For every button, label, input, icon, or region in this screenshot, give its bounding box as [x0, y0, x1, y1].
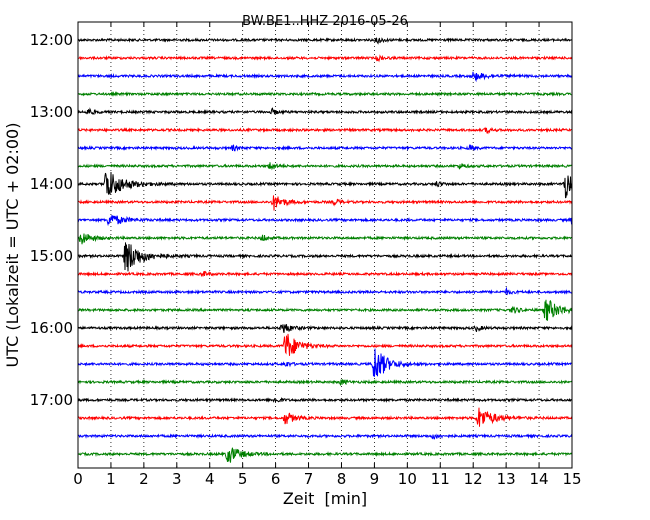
x-tick-label: 13	[497, 470, 516, 488]
y-tick-label: 17:00	[30, 391, 73, 409]
x-tick-label: 12	[464, 470, 483, 488]
trace-line	[77, 126, 573, 135]
trace-line	[77, 396, 573, 404]
y-tick-label: 15:00	[30, 247, 73, 265]
trace-line	[77, 91, 573, 97]
trace-line	[77, 433, 573, 440]
x-tick-label: 11	[431, 470, 450, 488]
x-tick-label: 1	[106, 470, 116, 488]
trace-line	[77, 348, 573, 377]
x-tick-label: 6	[271, 470, 281, 488]
x-tick-label: 9	[370, 470, 380, 488]
x-tick-label: 15	[562, 470, 581, 488]
trace-line	[77, 171, 573, 199]
x-tick-label: 10	[398, 470, 417, 488]
y-axis-label: UTC (Lokalzeit = UTC + 02:00)	[3, 123, 22, 368]
trace-line	[77, 407, 573, 427]
x-tick-label: 2	[139, 470, 149, 488]
trace-line	[77, 162, 573, 171]
x-axis-ticks: 0 1 2 3 4 5 6 7 8 9 10 11 12 13 14 15	[73, 22, 582, 488]
x-tick-label: 14	[530, 470, 549, 488]
trace-line	[77, 299, 573, 321]
y-axis-ticks: 12:00 13:00 14:00 15:00 16:00 17:00	[30, 31, 572, 409]
trace-group	[77, 37, 573, 463]
trace-line	[77, 54, 573, 63]
y-tick-label: 12:00	[30, 31, 73, 49]
x-axis-label: Zeit [min]	[283, 489, 367, 508]
trace-line	[77, 333, 573, 356]
y-tick-label: 13:00	[30, 103, 73, 121]
trace-line	[77, 195, 573, 211]
trace-line	[77, 144, 573, 152]
trace-line	[77, 71, 573, 83]
trace-line	[77, 324, 573, 334]
y-tick-label: 16:00	[30, 319, 73, 337]
x-tick-label: 7	[304, 470, 314, 488]
trace-line	[77, 233, 573, 245]
trace-line	[77, 215, 573, 227]
trace-line	[77, 242, 573, 272]
x-tick-label: 4	[205, 470, 215, 488]
x-tick-label: 3	[172, 470, 182, 488]
x-tick-label: 5	[238, 470, 248, 488]
x-tick-label: 8	[337, 470, 347, 488]
x-tick-label: 0	[73, 470, 83, 488]
plot-frame	[77, 21, 573, 469]
trace-line	[77, 379, 573, 387]
trace-line	[77, 37, 573, 45]
trace-line	[77, 270, 573, 278]
y-tick-label: 14:00	[30, 175, 73, 193]
trace-line	[77, 107, 573, 116]
trace-line	[77, 286, 573, 296]
trace-line	[77, 447, 573, 463]
